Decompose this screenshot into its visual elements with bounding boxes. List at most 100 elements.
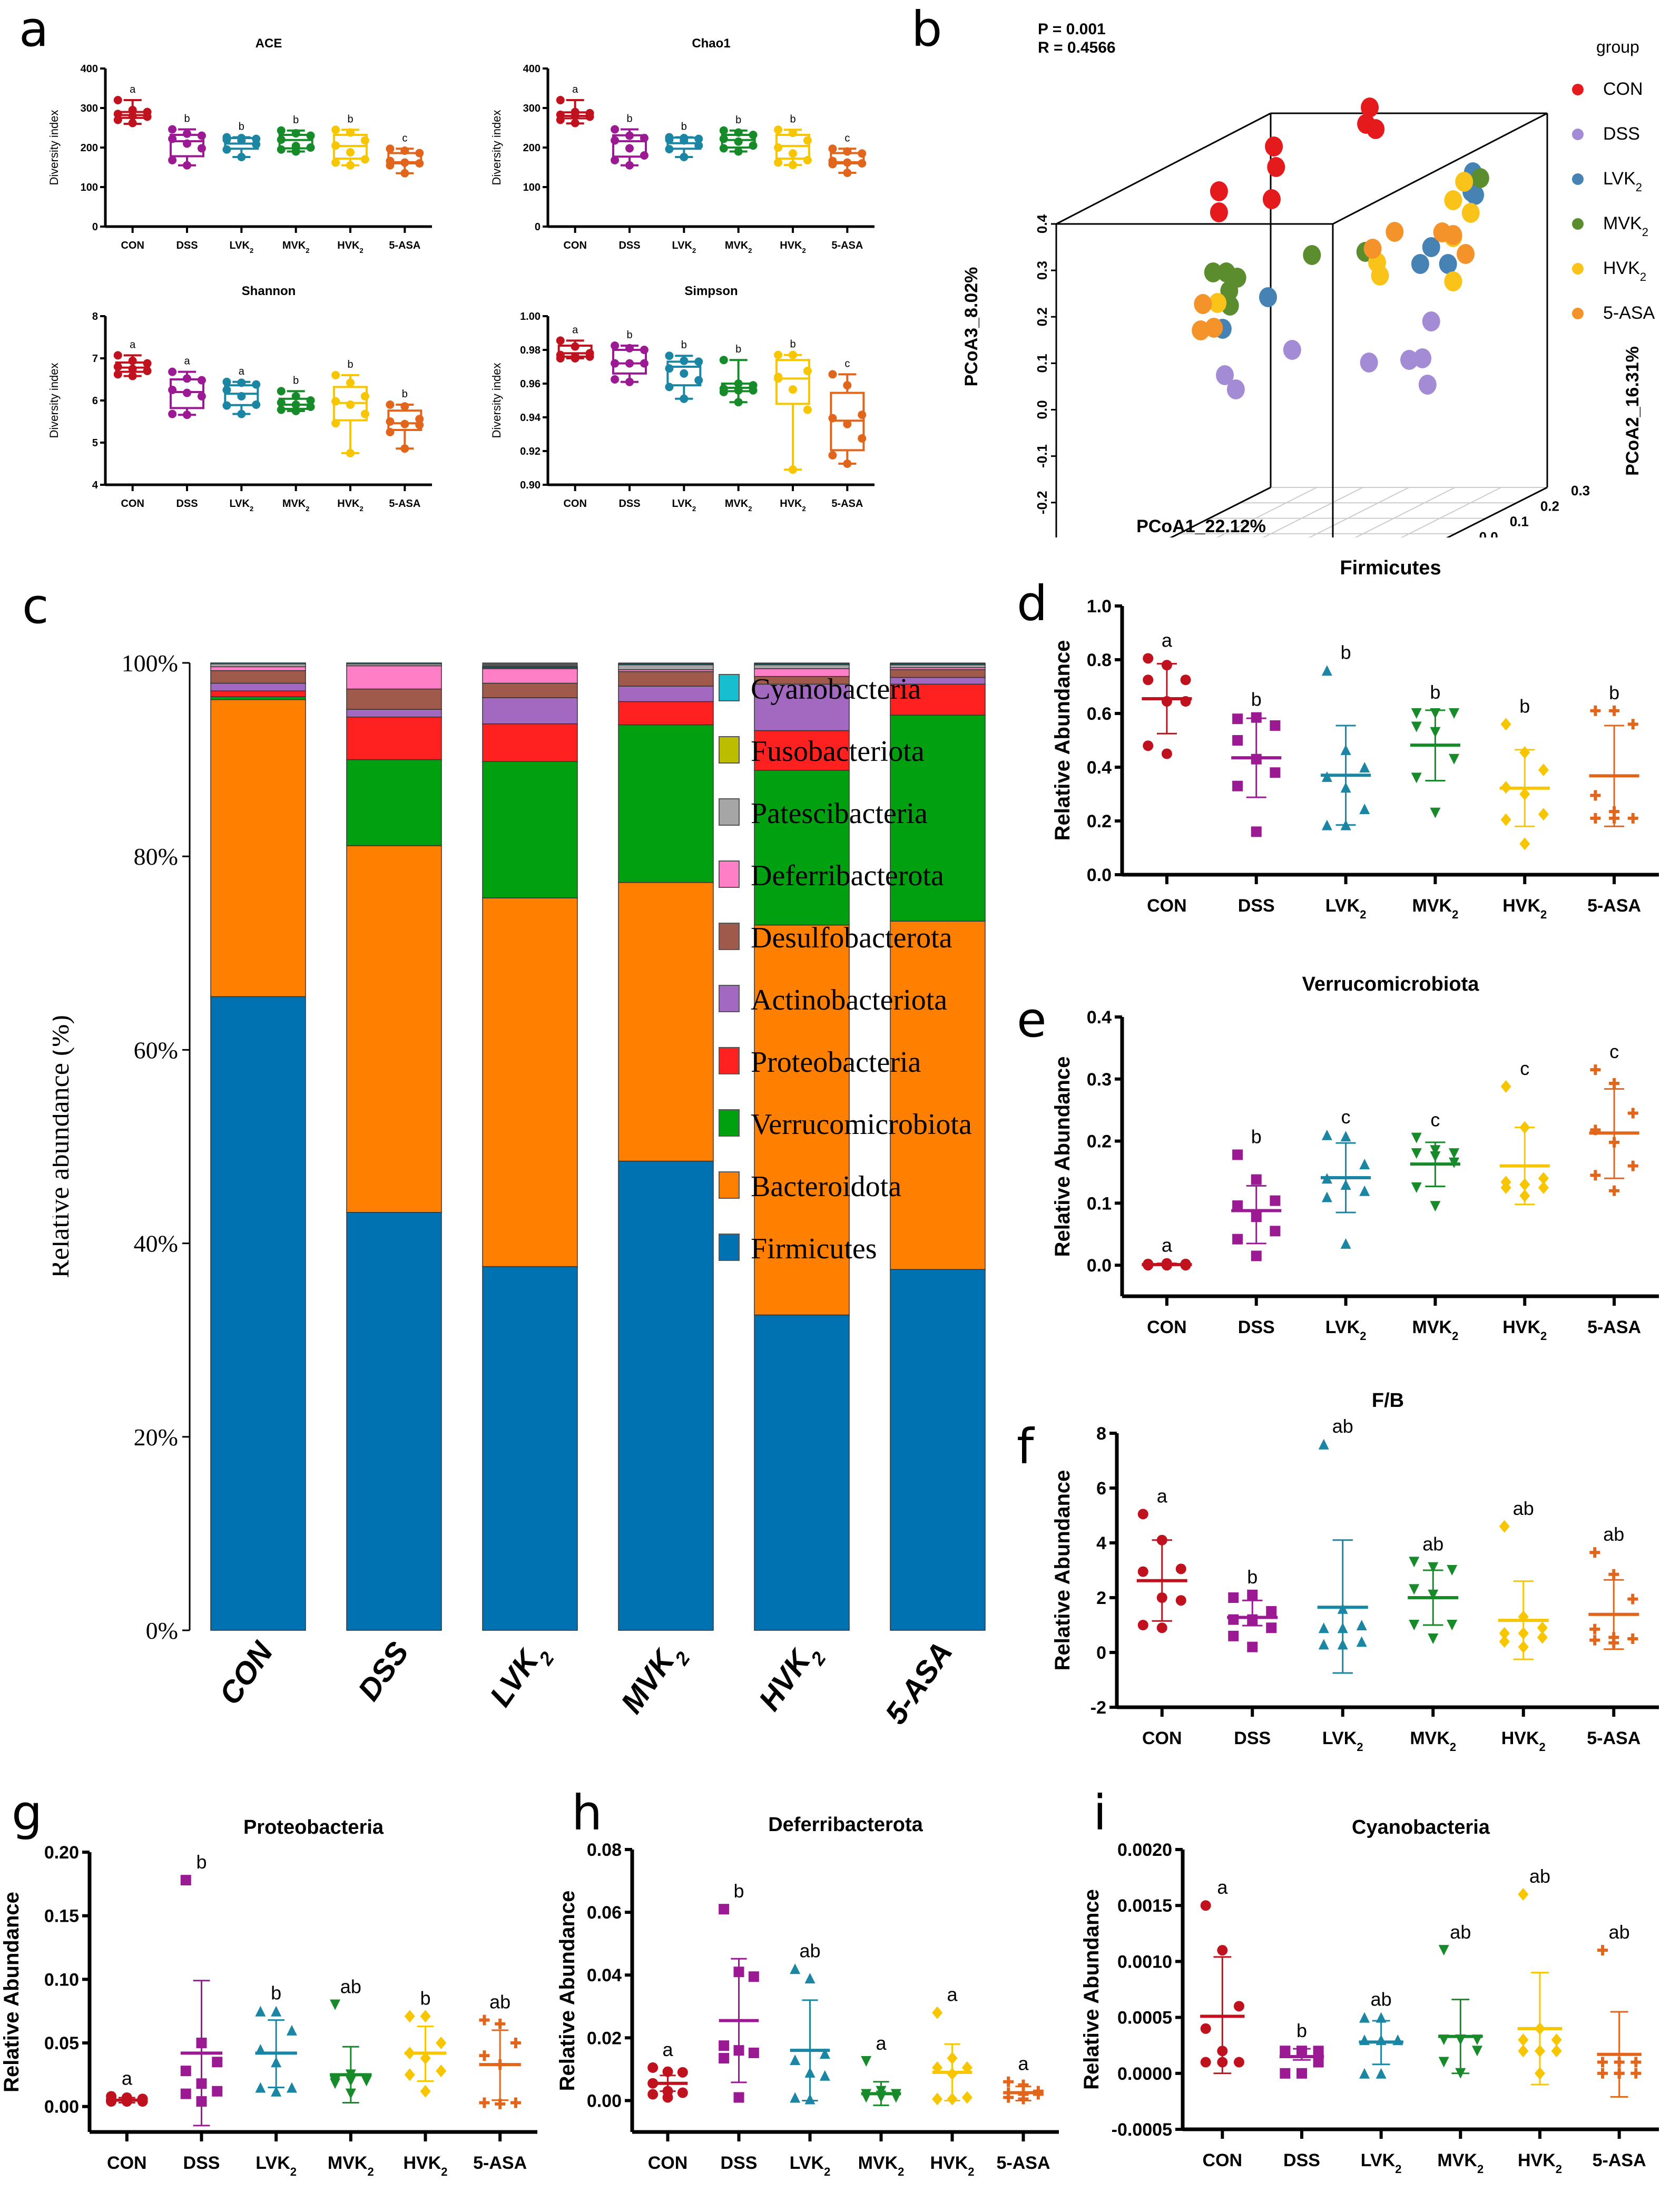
data-point	[611, 156, 620, 164]
data-point	[961, 2091, 972, 2104]
data-point	[749, 386, 758, 395]
data-point	[774, 143, 783, 152]
data-point	[1232, 1234, 1243, 1245]
y-tick-label: 0	[1096, 1643, 1106, 1663]
data-point	[625, 344, 634, 353]
data-point	[277, 135, 286, 144]
significance-letter: c	[1430, 1109, 1440, 1131]
significance-letter: b	[239, 121, 244, 133]
data-point	[694, 141, 703, 150]
data-point	[1551, 2033, 1562, 2047]
pcoa-point	[1209, 293, 1227, 313]
significance-letter: b	[790, 339, 795, 350]
data-point	[556, 96, 565, 104]
data-point	[734, 398, 743, 407]
bar-segment	[210, 662, 306, 664]
data-point	[1500, 718, 1511, 731]
y-tick-label: 0.0020	[1117, 1840, 1172, 1860]
legend-swatch	[719, 1171, 740, 1199]
data-point	[222, 135, 231, 144]
data-point	[828, 370, 837, 379]
data-point	[1321, 1129, 1332, 1140]
data-point	[291, 407, 300, 415]
data-point	[143, 359, 152, 368]
data-point	[1018, 2093, 1029, 2105]
data-point	[789, 161, 797, 169]
y-tick-label: 4	[1096, 1533, 1106, 1553]
data-point	[804, 2093, 816, 2105]
significance-letter: ab	[1422, 1533, 1443, 1554]
data-point	[1232, 780, 1243, 791]
significance-letter: ab	[1609, 1921, 1630, 1943]
x-tick-label: CON	[648, 2153, 688, 2173]
data-point	[749, 141, 758, 150]
legend-label: Firmicutes	[751, 1232, 877, 1265]
data-point	[1589, 1635, 1600, 1646]
data-point	[197, 131, 206, 140]
data-point	[386, 400, 395, 409]
bar-segment	[210, 690, 306, 698]
data-point	[1535, 2067, 1545, 2080]
data-point	[386, 144, 395, 153]
data-point	[1430, 807, 1441, 818]
significance-letter: a	[572, 84, 578, 95]
x-tick-label: CON	[121, 498, 144, 510]
data-point	[828, 160, 837, 169]
data-point	[640, 346, 649, 354]
pcoa-point	[1210, 181, 1228, 201]
significance-letter: c	[1609, 1041, 1619, 1062]
panel-letter-i: i	[1093, 1785, 1107, 1841]
bar-segment	[346, 845, 442, 1213]
significance-letter: b	[1519, 695, 1530, 717]
data-point	[1313, 2046, 1324, 2057]
data-point	[420, 2010, 431, 2023]
data-point	[420, 2085, 431, 2098]
data-point	[556, 336, 565, 345]
data-point	[1233, 2057, 1244, 2068]
data-point	[858, 410, 867, 419]
significance-letter: c	[1520, 1058, 1529, 1079]
data-point	[733, 1967, 744, 1978]
pcoa-point	[1413, 348, 1432, 368]
data-point	[1499, 1635, 1510, 1648]
data-point	[495, 2018, 506, 2029]
bar-segment	[890, 921, 986, 1270]
x-tick-label: HVK2	[403, 2153, 447, 2178]
x-tick-label: DSS	[618, 240, 640, 251]
data-point	[1519, 1121, 1530, 1134]
data-point	[255, 2082, 266, 2093]
legend-marker	[1572, 308, 1584, 319]
data-point	[113, 351, 122, 360]
legend-label: HVK2	[1603, 258, 1646, 283]
y-tick-label: 4	[92, 480, 99, 491]
data-point	[819, 2048, 830, 2059]
significance-letter: ab	[1529, 1865, 1550, 1887]
floor-grid-line	[1400, 487, 1501, 537]
y-tick-label: 0.00	[587, 2091, 622, 2111]
y-axis-label: Relative Abundance	[1054, 1470, 1074, 1671]
y-tick-label: 0.08	[587, 1840, 622, 1860]
bar-segment	[618, 671, 714, 687]
significance-letter: c	[844, 358, 850, 369]
data-point	[1518, 1627, 1529, 1640]
significance-letter: c	[402, 132, 407, 144]
data-point	[404, 2010, 415, 2023]
data-point	[222, 386, 231, 394]
data-point	[719, 2053, 730, 2064]
bar-segment	[618, 882, 714, 1162]
legend-swatch	[719, 1109, 740, 1137]
legend-swatch	[719, 1047, 740, 1074]
data-point	[331, 125, 340, 134]
significance-letter: ab	[489, 1991, 510, 2013]
data-point	[1627, 1160, 1638, 1171]
data-point	[286, 2082, 297, 2093]
data-point	[611, 136, 620, 145]
significance-letter: b	[184, 113, 190, 125]
x-tick-label: HVK2	[780, 498, 805, 513]
data-point	[876, 2092, 887, 2103]
phylum-stacked-bar: 0% 20% 40% 60% 80% 100% Relative abundance (%)…	[53, 650, 986, 1730]
data-point	[947, 2067, 958, 2080]
bar-segment	[618, 686, 714, 702]
significance-letter: a	[130, 339, 136, 350]
y-tick-label: 0.10	[44, 1970, 79, 1990]
